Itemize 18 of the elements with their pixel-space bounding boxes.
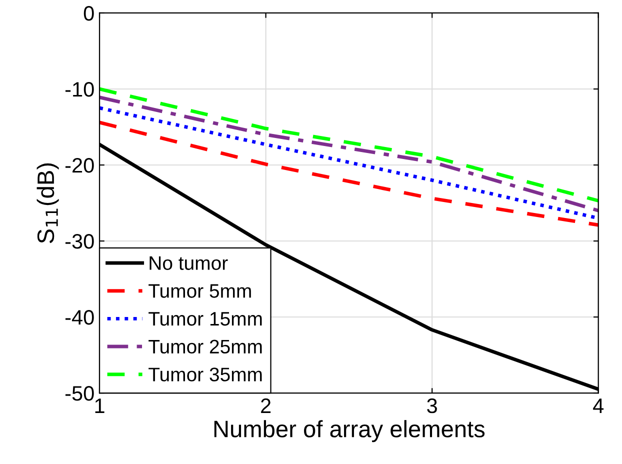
legend-label: No tumor [150, 256, 228, 270]
x-tick-label: 2 [261, 398, 271, 413]
legend-label: Tumor 35mm [148, 368, 262, 382]
y-tick-label: -40 [65, 310, 94, 325]
legend-label: Tumor 5mm [148, 284, 251, 298]
y-tick-label: -20 [65, 158, 94, 173]
y-tick-label: -10 [65, 82, 94, 97]
y-axis-title: S$_{11}$(dB) [36, 163, 59, 244]
legend-label: Tumor 25mm [148, 340, 262, 354]
legend-label: Tumor 15mm [148, 312, 262, 326]
y-tick-label: -30 [65, 234, 94, 249]
x-axis-title: Number of array elements [214, 420, 485, 442]
y-tick-label: -50 [65, 386, 94, 401]
x-tick-label: 4 [593, 398, 604, 413]
x-tick-label: 1 [95, 398, 104, 413]
x-tick-label: 3 [427, 398, 437, 414]
line-series [100, 120, 598, 227]
y-tick-label: 0 [84, 6, 94, 21]
